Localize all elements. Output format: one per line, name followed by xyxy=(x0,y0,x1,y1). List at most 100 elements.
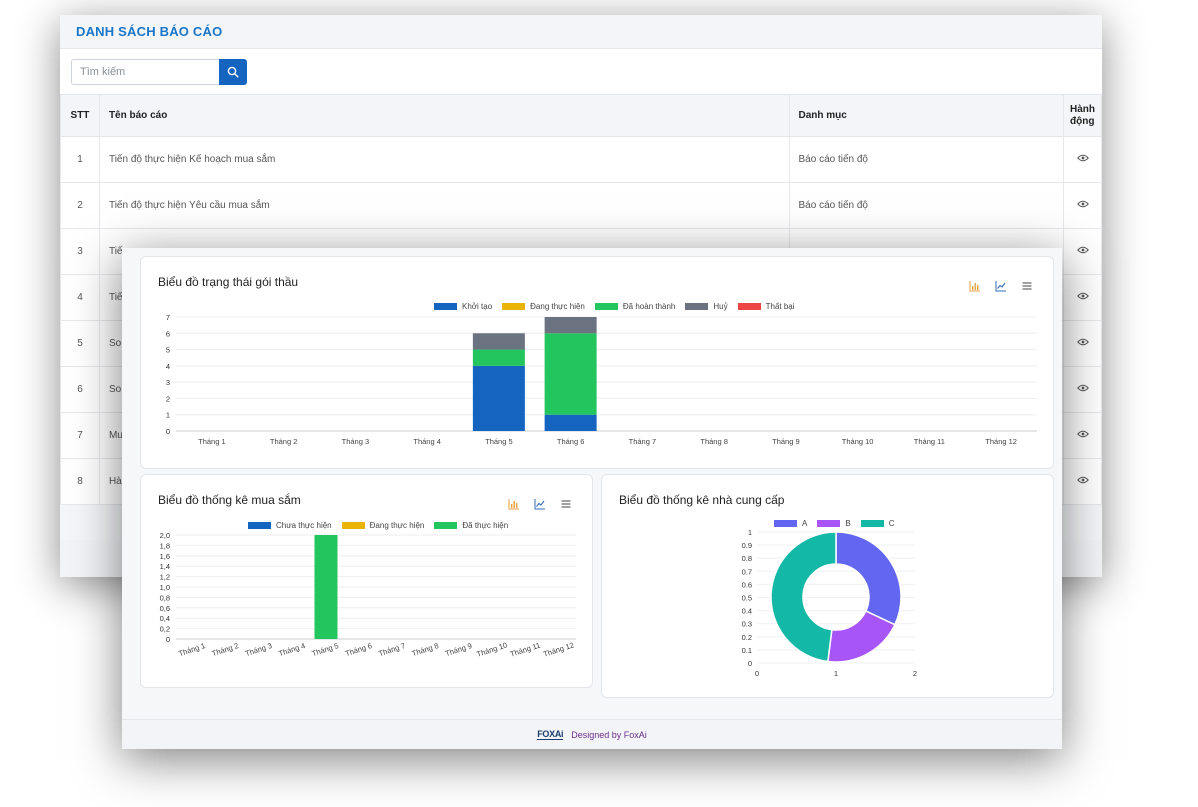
row-actions xyxy=(1063,366,1102,413)
supplier-stats-chart: 0 0.1 0.2 0.3 0.4 0.5 0.6 0.7 0.8 0.9 1 0 1 2 xyxy=(742,528,918,678)
bar-segment[interactable] xyxy=(472,365,525,431)
row-actions xyxy=(1063,228,1102,275)
y-tick-label: 0.4 xyxy=(742,607,752,616)
legend-item[interactable]: A xyxy=(774,519,807,528)
view-button[interactable] xyxy=(1076,384,1090,394)
donut-slice[interactable] xyxy=(770,531,837,663)
legend-label: A xyxy=(802,519,808,528)
y-tick-label: 0.1 xyxy=(742,646,752,655)
legend-swatch xyxy=(817,520,841,527)
y-tick-label: 5 xyxy=(166,346,170,355)
x-tick-label: Tháng 8 xyxy=(411,641,440,658)
supplier-stats-card: Biểu đồ thống kê nhà cung cấp A B C 0 0.1 0.… xyxy=(601,474,1054,698)
view-button[interactable] xyxy=(1076,200,1090,210)
legend-item[interactable]: Đang thực hiện xyxy=(502,302,585,311)
y-tick-label: 0.9 xyxy=(742,541,752,550)
menu-icon[interactable] xyxy=(560,498,572,510)
row-stt: 5 xyxy=(60,320,100,367)
dashboard-window: Biểu đồ trạng thái gói thầu Khởi tạo Đang… xyxy=(122,248,1062,749)
row-stt: 4 xyxy=(60,274,100,321)
view-button[interactable] xyxy=(1076,338,1090,348)
x-tick-label: Tháng 2 xyxy=(211,641,240,658)
legend-label: Đã hoàn thành xyxy=(622,302,676,311)
x-tick-label: Tháng 3 xyxy=(342,437,370,446)
legend-swatch xyxy=(685,303,709,310)
y-tick-label: 0.5 xyxy=(742,594,752,603)
legend-label: C xyxy=(888,519,895,528)
legend-item[interactable]: Chưa thực hiện xyxy=(248,521,332,530)
legend-item[interactable]: Khởi tạo xyxy=(434,302,492,311)
y-tick-label: 3 xyxy=(166,378,170,387)
bar-segment[interactable] xyxy=(544,333,597,415)
legend-item[interactable]: C xyxy=(860,519,895,528)
y-tick-label: 1,4 xyxy=(160,562,170,571)
menu-icon[interactable] xyxy=(1021,280,1033,292)
legend-item[interactable]: Đang thực hiện xyxy=(341,521,424,530)
x-tick-label: Tháng 3 xyxy=(244,641,273,658)
x-tick-label: Tháng 4 xyxy=(277,641,306,658)
row-stt: 3 xyxy=(60,228,100,275)
column-header-stt: STT xyxy=(60,94,100,137)
legend-label: Huỷ xyxy=(713,302,728,311)
row-stt: 1 xyxy=(60,136,100,183)
legend-item[interactable]: B xyxy=(817,519,851,528)
foxai-logo: FOXAi xyxy=(537,728,564,740)
column-header-action: Hành động xyxy=(1063,94,1102,137)
row-report-name: Tiến độ thực hiện Kế hoạch mua sắm xyxy=(98,136,790,183)
donut-slice[interactable] xyxy=(835,531,902,626)
x-tick-label: Tháng 7 xyxy=(629,437,657,446)
row-actions xyxy=(1063,182,1102,229)
view-button[interactable] xyxy=(1076,476,1090,486)
view-button[interactable] xyxy=(1076,292,1090,302)
row-actions xyxy=(1063,136,1102,183)
legend-item[interactable]: Thất bại xyxy=(737,302,795,311)
legend-item[interactable]: Đã thực hiện xyxy=(434,521,508,530)
legend-swatch xyxy=(774,520,797,527)
search-button[interactable] xyxy=(219,58,247,85)
x-tick-label: Tháng 4 xyxy=(413,437,441,446)
column-header-category: Danh mục xyxy=(788,94,1064,137)
table-row[interactable]: 2 Tiến độ thực hiện Yêu cầu mua sắm Báo cá… xyxy=(60,182,1102,229)
bar-segment[interactable] xyxy=(472,349,525,366)
report-list-title: DANH SÁCH BÁO CÁO xyxy=(76,24,223,39)
view-button[interactable] xyxy=(1076,430,1090,440)
x-tick-label: Tháng 9 xyxy=(444,641,473,658)
x-tick-label: 1 xyxy=(834,669,838,678)
procurement-stats-chart-title: Biểu đồ thống kê mua sắm xyxy=(158,493,301,507)
bar-segment[interactable] xyxy=(472,333,525,350)
row-stt: 8 xyxy=(60,458,100,505)
procurement-stats-chart: 00,2 0,40,6 0,81,01,2 1,41,6 1,82,0 Tháng 1 Th… xyxy=(160,531,576,659)
bar-segment[interactable] xyxy=(314,535,338,639)
column-header-name: Tên báo cáo xyxy=(98,94,790,137)
table-row[interactable]: 1 Tiến độ thực hiện Kế hoạch mua sắm Báo c… xyxy=(60,136,1102,183)
x-tick-label: Tháng 11 xyxy=(914,437,945,446)
bar-chart-icon[interactable] xyxy=(969,280,981,292)
tender-status-chart: 0 1 2 3 4 5 6 7 Tháng 1 Tháng 2 Tháng 3 Tháng 4 Thán… xyxy=(166,313,1037,446)
line-chart-icon[interactable] xyxy=(995,280,1007,292)
x-tick-label: Tháng 2 xyxy=(270,437,298,446)
search-input[interactable] xyxy=(71,58,219,85)
x-tick-label: Tháng 10 xyxy=(475,640,508,658)
legend-swatch xyxy=(502,303,526,310)
view-button[interactable] xyxy=(1076,154,1090,164)
bar-chart-icon[interactable] xyxy=(508,498,520,510)
y-tick-label: 0,4 xyxy=(160,614,170,623)
x-tick-label: Tháng 9 xyxy=(772,437,800,446)
legend-item[interactable]: Huỷ xyxy=(685,302,728,311)
legend-swatch xyxy=(341,522,365,529)
line-chart-icon[interactable] xyxy=(534,498,546,510)
legend-label: Thất bại xyxy=(765,302,795,311)
tender-status-toolbar xyxy=(969,280,1033,292)
dashboard-footer: FOXAi Designed by FoxAi xyxy=(122,719,1062,749)
y-tick-label: 1 xyxy=(748,528,752,537)
bar-segment[interactable] xyxy=(544,317,597,334)
search-icon xyxy=(227,66,239,78)
x-tick-label: Tháng 1 xyxy=(177,641,206,658)
tender-status-legend: Khởi tạo Đang thực hiện Đã hoàn thành Huỷ Th… xyxy=(434,302,795,311)
x-tick-label: Tháng 5 xyxy=(311,641,340,658)
legend-item[interactable]: Đã hoàn thành xyxy=(594,302,676,311)
view-button[interactable] xyxy=(1076,246,1090,256)
supplier-stats-legend: A B C xyxy=(774,519,894,528)
bar-segment[interactable] xyxy=(544,414,597,431)
y-tick-label: 0,6 xyxy=(160,604,170,613)
